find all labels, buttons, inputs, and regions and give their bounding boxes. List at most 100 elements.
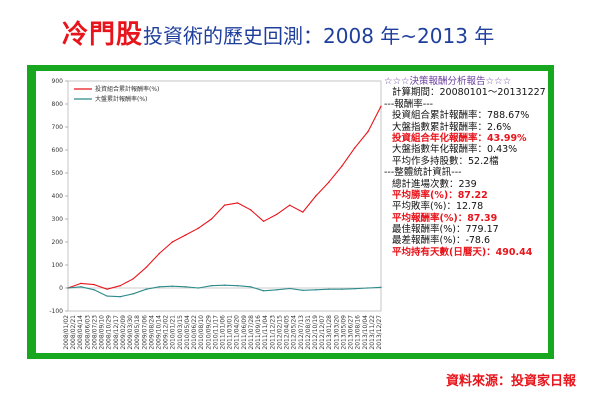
x-tick-label: 2013/10/04 [362,315,369,350]
series-point-1 [315,289,317,291]
y-tick-label: 200 [52,239,64,246]
series-point-1 [106,295,108,297]
series-line-0 [67,106,382,290]
y-tick-label: 600 [52,147,64,154]
report-line: 大盤指數年化報酬率：0.43% [392,144,518,156]
y-tick-label: 300 [52,216,64,223]
x-tick-label: 2011/03/01 [227,315,234,350]
chart-panel [36,71,548,353]
x-tick-label: 2012/10/19 [312,315,319,350]
x-tick-label: 2011/06/09 [241,315,248,350]
series-point-0 [184,234,187,236]
series-point-0 [380,105,382,107]
x-tick-label: 2013/05/09 [340,315,347,350]
x-tick-label: 2011/04/20 [234,315,241,350]
report-line: ☆☆☆決策報酬分析報告☆☆☆ [384,76,512,87]
series-point-0 [223,204,226,206]
title-subtitle: 投資術的歷史回測：2008 年~2013 年 [143,24,495,48]
x-tick-label: 2013/11/22 [369,315,376,350]
report-panel: ☆☆☆決策報酬分析報告☆☆☆ 計算期間：20080101～20131227 ---報… [384,76,546,258]
report-line: 大盤指數累計報酬率：2.6% [392,121,512,133]
x-tick-label: 2008/09/10 [99,315,106,350]
x-tick-label: 2012/07/13 [298,315,305,350]
y-tick-label: 500 [52,170,64,177]
x-tick-label: 2011/07/28 [248,315,255,350]
x-tick-label: 2008/02/21 [70,315,77,350]
series-point-1 [275,289,278,291]
report-line: 平均持有天數(日曆天)：490.44 [392,246,533,258]
legend-label: 大盤累計報酬率(%) [95,95,147,103]
series-point-0 [302,211,304,213]
series-point-1 [328,288,330,290]
y-tick-label: 800 [52,101,64,108]
series-point-0 [354,147,356,149]
report-line: 總計進場次數：239 [392,178,477,190]
series-point-0 [145,266,147,268]
series-point-0 [275,213,278,216]
x-tick-label: 2009/08/24 [148,315,155,350]
series-point-0 [236,202,239,204]
series-point-0 [119,285,121,287]
y-tick-label: 700 [52,124,64,131]
x-tick-label: 2013/03/20 [333,315,340,350]
report-line: 平均報酬率(%)：87.39 [392,212,498,224]
series-point-0 [132,278,134,280]
series-point-0 [171,241,174,243]
x-tick-label: 2011/12/23 [269,315,276,350]
y-tick-label: 900 [52,78,64,85]
x-tick-label: 2013/01/28 [326,315,333,350]
x-tick-label: 2009/03/30 [127,315,134,350]
series-point-0 [367,130,369,133]
report-line: 平均作多持股數：52.2檔 [392,155,499,167]
series-point-1 [262,290,265,292]
series-point-1 [184,286,187,288]
line-chart: -100 0 100 200 300 400 500 600 700 800 900 2008/01/… [49,78,383,350]
series-point-0 [197,227,200,229]
x-tick-label: 2012/05/24 [291,315,298,350]
x-tick-label: 2013/12/27 [376,315,383,350]
x-tick-label: 2010/06/22 [191,315,198,350]
series-point-1 [80,286,82,288]
x-tick-label: 2013/06/27 [348,315,355,350]
x-tick-label: 2010/09/29 [205,315,212,350]
series-point-1 [249,286,252,288]
series-point-1 [223,284,226,286]
y-tick-label: 400 [52,193,64,200]
x-tick-label: 2012/08/31 [305,315,312,350]
series-point-1 [93,289,95,291]
x-tick-label: 2009/02/09 [120,315,127,350]
series-point-1 [302,289,304,291]
series-point-0 [328,181,330,183]
series-point-0 [262,220,265,222]
x-tick-label: 2008/04/14 [77,315,84,350]
report-line: 最差報酬率(%)：-78.6 [392,235,491,247]
report-line: 最佳報酬率(%)：779.17 [392,224,499,236]
source-note: 資料來源：投資家日報 [445,374,576,389]
series-point-1 [145,288,147,290]
x-tick-label: 2009/12/02 [163,315,170,350]
x-tick-label: 2008/07/23 [91,315,98,350]
x-tick-label: 2010/05/04 [184,315,191,350]
series-point-0 [158,252,160,255]
series-point-1 [236,285,239,287]
x-tick-label: 2008/06/03 [84,315,91,350]
page-title: 冷門股投資術的歷史回測：2008 年~2013 年 [62,14,494,54]
x-tick-label: 2013/08/16 [355,315,362,350]
x-tick-label: 2012/02/15 [276,315,283,350]
series-point-0 [93,283,95,286]
series-point-1 [380,286,382,289]
x-tick-label: 2012/04/05 [284,315,291,350]
report-line: 計算期間：20080101～20131227 [392,87,546,99]
series-point-0 [80,282,82,285]
series-point-0 [315,195,317,197]
x-tick-label: 2010/11/17 [212,315,219,350]
series-point-1 [171,285,174,287]
series-point-0 [249,209,252,211]
report-line: 投資組合年化報酬率：43.99% [392,132,527,144]
series-point-0 [106,288,108,290]
y-tick-label: -100 [49,308,63,315]
report-line: ---整體統計資訊--- [384,167,462,179]
x-tick-label: 2012/12/07 [319,315,326,350]
report-line: 平均勝率(%)：87.22 [392,189,488,201]
series-point-0 [289,204,291,206]
